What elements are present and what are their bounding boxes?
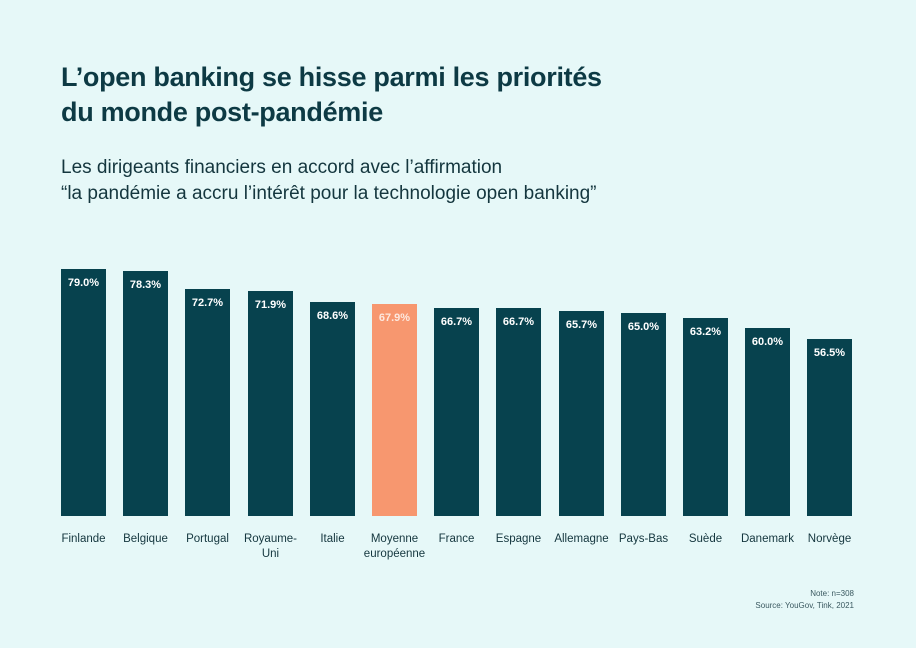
category-label: Norvège xyxy=(807,533,852,545)
bar: 68.6% xyxy=(310,302,355,516)
bar-value-label: 71.9% xyxy=(254,299,287,311)
category-label: Royaume- Uni xyxy=(243,533,298,560)
category-label: Pays-Bas xyxy=(618,533,669,545)
bar-value-label: 79.0% xyxy=(67,277,100,289)
bar: 63.2% xyxy=(683,318,728,516)
category-label: Moyenne européenne xyxy=(363,533,426,560)
bar-value-label: 72.7% xyxy=(191,297,224,309)
chart-subtitle: Les dirigeants financiers en accord avec… xyxy=(61,155,597,207)
category-label: Danemark xyxy=(740,533,795,545)
chart-footnote: Note: n=308 Source: YouGov, Tink, 2021 xyxy=(755,588,854,612)
category-label: Belgique xyxy=(123,533,168,545)
bar-value-label: 60.0% xyxy=(751,336,784,348)
bar: 78.3% xyxy=(123,271,168,516)
category-label: Portugal xyxy=(186,533,229,545)
title-line-2: du monde post-pandémie xyxy=(61,97,383,127)
category-label: France xyxy=(438,533,475,545)
bar: 79.0% xyxy=(61,269,106,516)
bar-value-label: 63.2% xyxy=(689,326,722,338)
bar: 67.9% xyxy=(372,304,417,516)
bar-value-label: 65.7% xyxy=(565,319,598,331)
bar: 65.0% xyxy=(621,313,666,516)
category-label: Allemagne xyxy=(554,533,609,545)
bar: 60.0% xyxy=(745,328,790,516)
category-label: Suède xyxy=(688,533,723,545)
bar-value-label: 67.9% xyxy=(378,312,411,324)
bar: 66.7% xyxy=(496,308,541,516)
bar-value-label: 65.0% xyxy=(627,321,660,333)
category-label: Italie xyxy=(320,533,345,545)
chart-title: L’open banking se hisse parmi les priori… xyxy=(61,60,602,130)
source-note: Source: YouGov, Tink, 2021 xyxy=(755,601,854,610)
bar: 56.5% xyxy=(807,339,852,516)
bar: 72.7% xyxy=(185,289,230,516)
subtitle-line-2: “la pandémie a accru l’intérêt pour la t… xyxy=(61,183,597,204)
bar: 71.9% xyxy=(248,291,293,516)
bar-value-label: 66.7% xyxy=(440,316,473,328)
title-line-1: L’open banking se hisse parmi les priori… xyxy=(61,62,602,92)
sample-note: Note: n=308 xyxy=(810,589,854,598)
bar: 66.7% xyxy=(434,308,479,516)
bar-value-label: 68.6% xyxy=(316,310,349,322)
category-label: Espagne xyxy=(495,533,542,545)
category-label: Finlande xyxy=(61,533,106,545)
bar-value-label: 66.7% xyxy=(502,316,535,328)
bar: 65.7% xyxy=(559,311,604,516)
bar-value-label: 56.5% xyxy=(813,347,846,359)
subtitle-line-1: Les dirigeants financiers en accord avec… xyxy=(61,157,503,178)
bar-value-label: 78.3% xyxy=(129,279,162,291)
